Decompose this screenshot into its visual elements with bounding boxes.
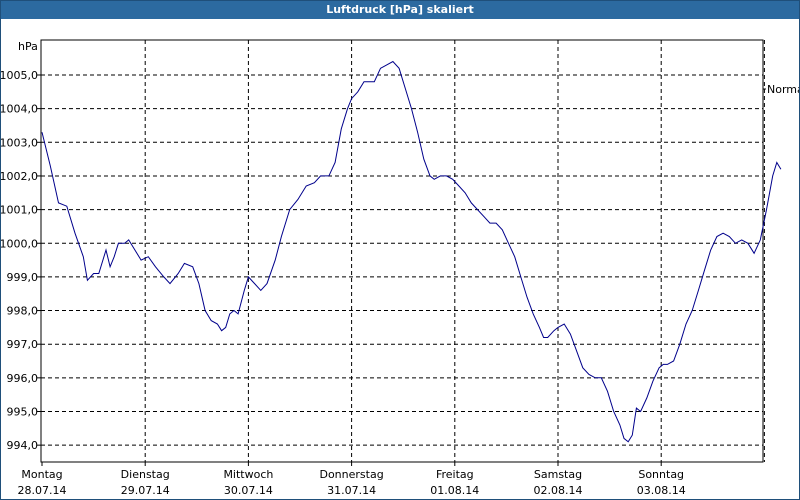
x-tick-day-label: Dienstag <box>121 468 170 481</box>
x-tick-day-label: Donnerstag <box>319 468 383 481</box>
x-tick-date-label: 01.08.14 <box>430 484 479 497</box>
x-tick-day-label: Samstag <box>534 468 582 481</box>
x-tick-date-label: 03.08.14 <box>637 484 686 497</box>
x-tick-day-label: Mittwoch <box>223 468 273 481</box>
x-tick-day-label: Freitag <box>436 468 474 481</box>
y-tick-label: 1003,0 <box>1 136 38 149</box>
window-title: Luftdruck [hPa] skaliert <box>1 1 799 19</box>
y-tick-label: 996,0 <box>7 372 39 385</box>
plot-area <box>40 39 764 463</box>
y-tick-label: 1002,0 <box>1 170 38 183</box>
x-tick-date-label: 30.07.14 <box>224 484 273 497</box>
y-tick-label: 995,0 <box>7 406 39 419</box>
x-tick-date-label: 31.07.14 <box>327 484 376 497</box>
y-tick-label: 994,0 <box>7 439 39 452</box>
y-tick-label: 997,0 <box>7 338 39 351</box>
y-tick-label: 1000,0 <box>1 237 38 250</box>
grid-lines <box>41 40 765 462</box>
x-axis: Montag 28.07.14 Dienstag 29.07.14 Mittwoch 30… <box>18 462 686 497</box>
pressure-chart: 994,0 995,0 996,0 997,0 998,0 999,0 1000,0 1001… <box>1 39 799 497</box>
y-axis: 994,0 995,0 996,0 997,0 998,0 999,0 1000,0 1001… <box>1 69 41 452</box>
legend-label-normal: Normal <box>767 83 799 96</box>
x-tick-day-label: Montag <box>21 468 62 481</box>
y-tick-label: 998,0 <box>7 305 39 318</box>
y-axis-label: hPa <box>18 40 38 53</box>
y-tick-label: 1005,0 <box>1 69 38 82</box>
y-tick-label: 1004,0 <box>1 103 38 116</box>
legend: Normal <box>763 83 799 96</box>
y-tick-label: 999,0 <box>7 271 39 284</box>
y-tick-label: 1001,0 <box>1 204 38 217</box>
series-line-normal <box>41 60 782 443</box>
x-tick-day-label: Sonntag <box>638 468 684 481</box>
x-tick-date-label: 02.08.14 <box>534 484 583 497</box>
x-tick-date-label: 28.07.14 <box>18 484 67 497</box>
x-tick-date-label: 29.07.14 <box>121 484 170 497</box>
